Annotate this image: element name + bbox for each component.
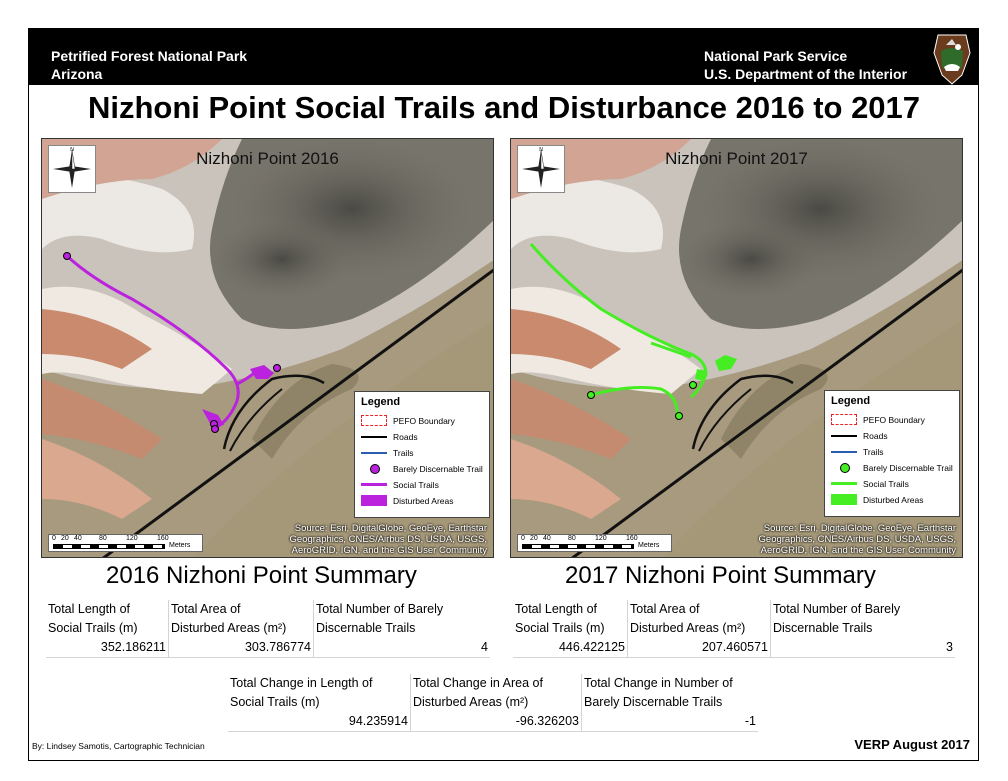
map-title-2017: Nizhoni Point 2017 — [665, 149, 808, 168]
value-count: 3 — [770, 638, 955, 658]
header-change-area: Total Change in Area of Disturbed Areas (… — [410, 674, 582, 712]
header-change-length: Total Change in Length of Social Trails (… — [228, 674, 411, 712]
map-frame — [28, 28, 979, 761]
value-change-count: -1 — [581, 712, 758, 732]
header-area: Total Area of Disturbed Areas (m²) — [627, 600, 771, 638]
map-title-2016: Nizhoni Point 2016 — [196, 149, 339, 168]
legend-item-disturbed-areas: Disturbed Areas — [355, 493, 489, 509]
page-title: Nizhoni Point Social Trails and Disturba… — [87, 90, 921, 125]
summary-2016-title: 2016 Nizhoni Point Summary — [106, 562, 417, 589]
nps-arrowhead-icon — [933, 34, 971, 85]
state-name: Arizona — [51, 66, 103, 82]
source-credit-2017: Source: Esri, DigitalGlobe, GeoEye, Eart… — [758, 523, 956, 556]
legend-2017: Legend PEFO Boundary Roads Trails Barely… — [824, 390, 960, 517]
legend-title: Legend — [361, 396, 401, 408]
legend-item-trails: Trails — [825, 444, 959, 460]
map-2016: Nizhoni Point 2016 N Legend PEFO Boundar… — [41, 138, 494, 558]
value-change-area: -96.326203 — [410, 712, 582, 732]
legend-2016: Legend PEFO Boundary Roads Trails Barely… — [354, 391, 490, 518]
legend-title: Legend — [831, 395, 871, 407]
header-length: Total Length of Social Trails (m) — [513, 600, 628, 638]
header-change-count: Total Change in Number of Barely Discerna… — [584, 676, 733, 709]
aerial-imagery-2016 — [42, 139, 493, 557]
header-length: Total Length of Social Trails (m) — [46, 600, 169, 638]
park-name: Petrified Forest National Park — [51, 48, 248, 64]
value-length: 352.186211 — [46, 638, 169, 658]
header-area: Total Area of Disturbed Areas (m²) — [168, 600, 314, 638]
department-name: U.S. Department of the Interior — [704, 66, 908, 82]
value-area: 207.460571 — [627, 638, 771, 658]
header-count: Total Number of Barely Discernable Trails — [316, 602, 444, 635]
header-bar: Petrified Forest National Park Arizona N… — [29, 29, 978, 85]
svg-text:N: N — [539, 147, 543, 153]
legend-item-trails: Trails — [355, 445, 489, 461]
agency-name: National Park Service — [704, 48, 848, 64]
legend-item-roads: Roads — [825, 428, 959, 444]
source-credit-2016: Source: Esri, DigitalGlobe, GeoEye, Eart… — [289, 523, 487, 556]
legend-item-disturbed-areas: Disturbed Areas — [825, 492, 959, 508]
legend-item-barely-discernable: Barely Discernable Trail — [825, 460, 959, 476]
map-2017: Nizhoni Point 2017 N Legend PEFO Boundar… — [510, 138, 963, 558]
legend-item-social-trails: Social Trails — [355, 477, 489, 493]
legend-item-boundary: PEFO Boundary — [825, 412, 959, 428]
date-label: VERP August 2017 — [854, 737, 970, 752]
north-arrow-icon: N — [48, 145, 96, 193]
legend-item-boundary: PEFO Boundary — [355, 413, 489, 429]
legend-item-roads: Roads — [355, 429, 489, 445]
scale-bar-2016: 0 20 40 80 120 160 Meters — [48, 534, 203, 552]
change-table: Total Change in Length of Social Trails (… — [228, 674, 758, 732]
north-arrow-icon: N — [517, 145, 565, 193]
legend-item-social-trails: Social Trails — [825, 476, 959, 492]
scale-bar-2017: 0 20 40 80 120 160 Meters — [517, 534, 672, 552]
value-area: 303.786774 — [168, 638, 314, 658]
summary-2017-table: Total Length of Social Trails (m) Total A… — [513, 600, 955, 658]
svg-text:N: N — [70, 147, 74, 153]
summary-2016-table: Total Length of Social Trails (m) Total A… — [46, 600, 490, 658]
header-count: Total Number of Barely Discernable Trails — [773, 602, 901, 635]
value-length: 446.422125 — [513, 638, 628, 658]
value-count: 4 — [313, 638, 490, 658]
summary-2017-title: 2017 Nizhoni Point Summary — [565, 562, 876, 589]
author-credit: By: Lindsey Samotis, Cartographic Techni… — [32, 741, 205, 751]
legend-item-barely-discernable: Barely Discernable Trail — [355, 461, 489, 477]
value-change-length: 94.235914 — [228, 712, 411, 732]
